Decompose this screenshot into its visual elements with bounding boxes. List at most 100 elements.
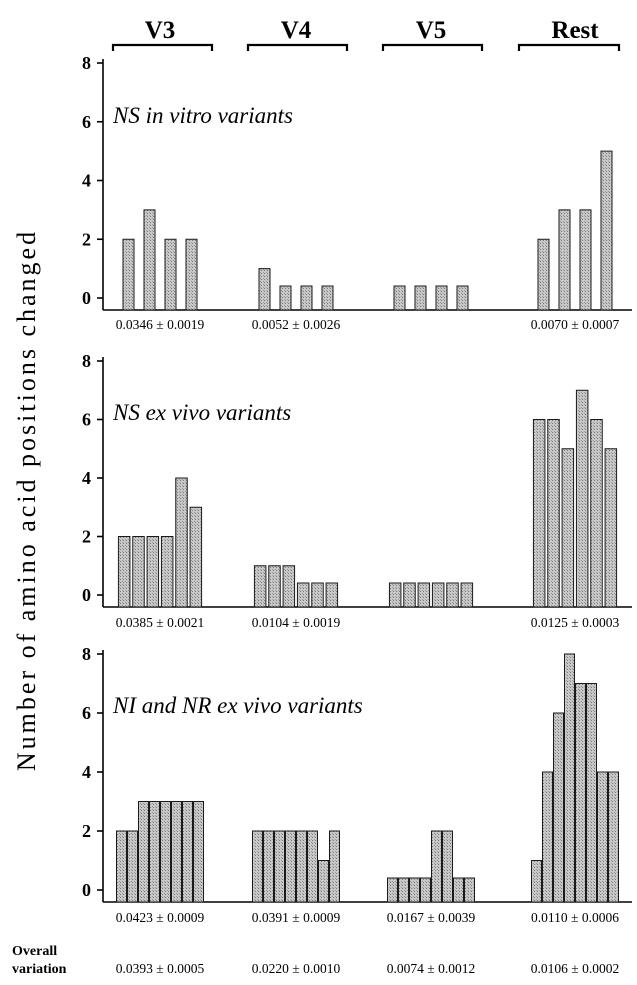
bar-rest [586,683,597,903]
stat-label-v3: 0.0385 ± 0.0021 [116,615,204,630]
region-bracket-v4 [246,43,349,51]
panel-title: NI and NR ex vivo variants [112,693,363,718]
bar-v3 [117,536,131,608]
bar-v5 [435,285,448,311]
y-tick-label: 6 [82,703,91,723]
panel-title: NS in vitro variants [112,103,293,128]
bar-v5 [431,830,442,903]
y-tick-label: 0 [82,880,91,900]
y-axis-label: Number of amino acid positions changed [12,229,41,771]
bar-rest [561,448,575,608]
bar-v4 [274,830,285,903]
bar-v5 [446,582,459,608]
bar-rest [604,448,618,608]
bar-v5 [388,582,402,608]
region-label-v5: V5 [416,17,447,44]
stat-label-v4: 0.0391 ± 0.0009 [252,910,341,925]
bar-v3 [185,238,198,311]
y-tick-label: 8 [82,351,91,371]
bar-rest [597,771,608,903]
bar-v3 [175,477,188,608]
bar-v4 [329,830,340,903]
stat-label-rest: 0.0125 ± 0.0003 [531,615,620,630]
bar-v3 [116,830,127,903]
panel-title: NS ex vivo variants [112,400,291,425]
overall-label: variation [12,962,67,977]
bar-rest [564,653,575,903]
bar-v5 [460,582,474,608]
bar-rest [608,771,619,903]
y-tick-label: 4 [82,468,91,488]
bar-v5 [417,582,431,608]
bar-rest [575,389,589,608]
bar-v5 [387,877,398,903]
bar-v5 [398,877,409,903]
bar-rest [575,683,586,903]
bar-v5 [456,285,469,311]
bar-v5 [420,877,431,903]
bar-v4 [253,565,267,608]
bar-rest [553,712,564,903]
bar-v4 [285,830,296,903]
bar-rest [579,209,592,311]
bar-v4 [263,830,274,903]
bar-v5 [453,877,464,903]
overall-value-rest: 0.0106 ± 0.0002 [531,961,619,976]
bar-rest [558,209,571,311]
bar-v3 [143,209,156,311]
bar-rest [542,771,553,903]
stat-label-rest: 0.0110 ± 0.0006 [531,910,619,925]
bar-rest [600,150,613,311]
bar-v4 [325,582,339,608]
stat-label-rest: 0.0070 ± 0.0007 [531,317,620,332]
y-tick-label: 2 [82,527,91,547]
bar-v3 [164,238,177,311]
bar-v5 [442,830,453,903]
bar-v5 [403,582,416,608]
bar-v4 [296,830,307,903]
bar-v5 [393,285,406,311]
y-tick-label: 2 [82,229,91,249]
bar-v4 [300,285,313,311]
bar-v4 [258,268,271,311]
region-label-v3: V3 [145,17,176,44]
y-tick-label: 8 [82,53,91,73]
region-label-v4: V4 [281,17,312,44]
bar-v4 [282,565,296,608]
bar-rest [537,238,550,311]
bar-v3 [149,801,160,903]
bar-v3 [127,830,138,903]
bar-v4 [268,565,281,608]
overall-value-v4: 0.0220 ± 0.0010 [252,961,341,976]
bar-v5 [414,285,427,311]
stat-label-v4: 0.0104 ± 0.0019 [252,615,341,630]
bar-v4 [321,285,334,311]
bar-rest [547,419,560,608]
bar-v3 [122,238,135,311]
overall-value-v5: 0.0074 ± 0.0012 [387,961,475,976]
bar-v3 [171,801,182,903]
stat-label-v3: 0.0423 ± 0.0009 [116,910,205,925]
stat-label-v3: 0.0346 ± 0.0019 [116,317,205,332]
bar-v3 [138,801,149,903]
bar-v3 [132,536,145,608]
y-tick-label: 2 [82,821,91,841]
y-tick-label: 4 [82,171,91,191]
bar-v3 [160,801,171,903]
bar-v3 [160,536,174,608]
bar-rest [531,860,542,903]
stat-label-v5: 0.0167 ± 0.0039 [387,910,476,925]
bar-v4 [318,860,329,903]
bar-v5 [464,877,475,903]
overall-label: Overall [12,944,57,959]
bar-rest [590,419,603,608]
bar-v3 [193,801,204,903]
region-bracket-v5 [381,43,484,51]
stat-label-v4: 0.0052 ± 0.0026 [252,317,341,332]
bar-v4 [307,830,318,903]
bar-v3 [189,506,203,608]
region-bracket-v3 [111,43,214,51]
bar-rest [532,419,546,608]
y-tick-label: 6 [82,112,91,132]
